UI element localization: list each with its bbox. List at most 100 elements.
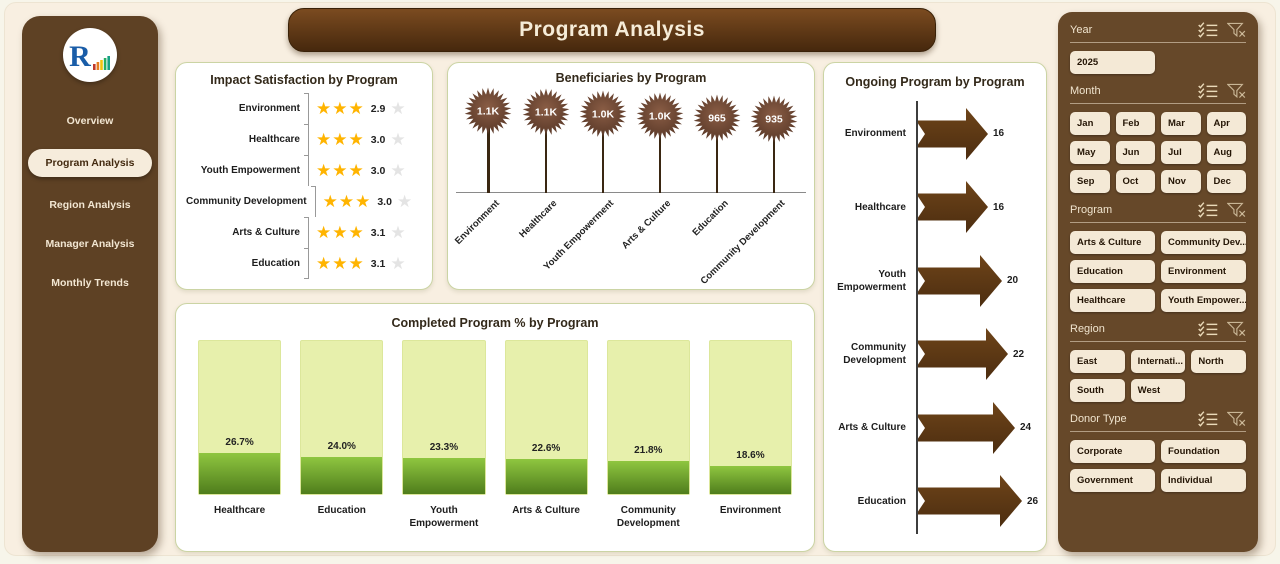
filter-option-south[interactable]: South [1070, 379, 1125, 402]
completed-bar-track[interactable]: 22.6% [504, 340, 588, 495]
rating-value: 3.1 [370, 257, 386, 270]
filter-option-2025[interactable]: 2025 [1070, 51, 1155, 74]
filter-option-youth-empower[interactable]: Youth Empower... [1161, 289, 1246, 312]
filter-option-jan[interactable]: Jan [1070, 112, 1110, 135]
completed-bar-fill[interactable] [199, 453, 281, 494]
filter-option-arts-culture[interactable]: Arts & Culture [1070, 231, 1155, 254]
impact-row: Education ★ ★ ★ 3.1 ★ [186, 248, 422, 279]
clear-filter-icon[interactable] [1227, 321, 1246, 337]
rating-value: 3.0 [370, 164, 386, 177]
beneficiaries-labels: Environment Healthcare Youth Empowerment Ar… [453, 193, 802, 287]
beneficiary-category-label: Education [690, 198, 731, 239]
filter-option-may[interactable]: May [1070, 141, 1110, 164]
ongoing-value-label: 16 [993, 128, 1005, 140]
impact-star-rating[interactable]: ★ ★ ★ 3.1 ★ [304, 248, 422, 279]
ongoing-arrow-bar[interactable] [916, 254, 1002, 307]
completed-bar-fill[interactable] [505, 459, 587, 494]
filter-option-community-dev[interactable]: Community Dev... [1161, 231, 1246, 254]
impact-star-rating[interactable]: ★ ★ ★ 3.1 ★ [304, 217, 422, 248]
completed-bar-track[interactable]: 21.8% [606, 340, 690, 495]
completed-bar-track[interactable]: 23.3% [402, 340, 486, 495]
impact-row: Community Development ★ ★ ★ 3.0 ★ [186, 186, 422, 217]
sidebar-item-region-analysis[interactable]: Region Analysis [49, 199, 131, 211]
ongoing-row: Environment 16 [832, 97, 1038, 171]
clear-filter-icon[interactable] [1227, 202, 1246, 218]
impact-star-rating[interactable]: ★ ★ ★ 3.0 ★ [310, 186, 422, 217]
ongoing-value-label: 16 [993, 201, 1005, 213]
completed-bar-fill[interactable] [403, 458, 485, 494]
ongoing-arrow-bar[interactable] [916, 107, 988, 160]
filter-option-east[interactable]: East [1070, 350, 1125, 373]
star-filled-icon: ★ [316, 223, 333, 242]
completed-bar-fill[interactable] [301, 457, 383, 494]
completed-column: 24.0% Education [300, 340, 384, 530]
completed-value-label: 23.3% [429, 442, 459, 454]
filter-option-apr[interactable]: Apr [1206, 112, 1246, 135]
ongoing-arrow-bar[interactable] [916, 181, 988, 234]
completed-bar-track[interactable]: 18.6% [708, 340, 793, 495]
star-filled-icon: ★ [316, 99, 333, 118]
ongoing-bar-zone: 26 [916, 475, 1038, 528]
sidebar-item-monthly-trends[interactable]: Monthly Trends [51, 277, 129, 289]
filter-option-sep[interactable]: Sep [1070, 170, 1110, 193]
sidebar-nav: Overview Program Analysis Region Analysis M… [28, 110, 152, 294]
beneficiary-burst-marker[interactable]: 1.0K [636, 92, 684, 140]
multi-select-icon[interactable] [1198, 411, 1218, 427]
star-filled-icon: ★ [332, 161, 349, 180]
beneficiary-burst-marker[interactable]: 1.1K [464, 87, 512, 135]
filter-option-internati[interactable]: Internati... [1130, 350, 1186, 373]
clear-filter-icon[interactable] [1227, 83, 1246, 99]
filter-option-environment[interactable]: Environment [1161, 260, 1246, 283]
impact-star-rating[interactable]: ★ ★ ★ 3.0 ★ [304, 155, 422, 186]
impact-category-label: Youth Empowerment [200, 165, 300, 176]
star-filled-icon: ★ [348, 161, 365, 180]
beneficiary-burst-marker[interactable]: 1.0K [579, 90, 627, 138]
filter-option-north[interactable]: North [1191, 350, 1246, 373]
multi-select-icon[interactable] [1198, 22, 1218, 38]
impact-row: Healthcare ★ ★ ★ 3.0 ★ [186, 124, 422, 155]
beneficiary-burst-marker[interactable]: 965 [693, 94, 741, 142]
filter-option-nov[interactable]: Nov [1161, 170, 1201, 193]
impact-star-rating[interactable]: ★ ★ ★ 2.9 ★ [304, 93, 422, 124]
filter-option-foundation[interactable]: Foundation [1161, 440, 1246, 463]
star-filled-icon: ★ [348, 223, 365, 242]
multi-select-icon[interactable] [1198, 202, 1218, 218]
sidebar-item-program-analysis[interactable]: Program Analysis [28, 149, 152, 177]
ongoing-value-label: 20 [1007, 275, 1019, 287]
star-empty-icon: ★ [390, 254, 407, 273]
multi-select-icon[interactable] [1198, 321, 1218, 337]
filter-option-mar[interactable]: Mar [1161, 112, 1201, 135]
completed-bar-fill[interactable] [607, 460, 689, 494]
filter-option-feb[interactable]: Feb [1115, 112, 1155, 135]
filter-option-government[interactable]: Government [1070, 469, 1155, 492]
clear-filter-icon[interactable] [1227, 411, 1246, 427]
sidebar-item-manager-analysis[interactable]: Manager Analysis [45, 238, 135, 250]
star-filled-icon: ★ [338, 192, 356, 211]
completed-bar-track[interactable]: 26.7% [198, 340, 282, 495]
filter-option-west[interactable]: West [1130, 379, 1186, 402]
filter-option-oct[interactable]: Oct [1115, 170, 1155, 193]
filter-option-corporate[interactable]: Corporate [1070, 440, 1155, 463]
ongoing-arrow-bar[interactable] [916, 401, 1015, 454]
star-empty-icon: ★ [396, 192, 414, 211]
filter-option-aug[interactable]: Aug [1206, 141, 1246, 164]
sidebar-item-overview[interactable]: Overview [66, 115, 114, 127]
filter-option-individual[interactable]: Individual [1161, 469, 1246, 492]
beneficiary-burst-marker[interactable]: 1.1K [522, 88, 570, 136]
ongoing-bar-zone: 16 [916, 107, 1038, 160]
filter-option-dec[interactable]: Dec [1206, 170, 1246, 193]
impact-row: Arts & Culture ★ ★ ★ 3.1 ★ [186, 217, 422, 248]
filter-section-title: Month [1070, 85, 1101, 97]
impact-star-rating[interactable]: ★ ★ ★ 3.0 ★ [304, 124, 422, 155]
ongoing-arrow-bar[interactable] [916, 475, 1022, 528]
completed-bar-fill[interactable] [709, 465, 792, 494]
clear-filter-icon[interactable] [1227, 22, 1246, 38]
multi-select-icon[interactable] [1198, 83, 1218, 99]
ongoing-arrow-bar[interactable] [916, 328, 1008, 381]
filter-option-jun[interactable]: Jun [1115, 141, 1155, 164]
filter-option-healthcare[interactable]: Healthcare [1070, 289, 1155, 312]
beneficiary-burst-marker[interactable]: 935 [750, 95, 798, 143]
completed-bar-track[interactable]: 24.0% [300, 340, 384, 495]
filter-option-jul[interactable]: Jul [1161, 141, 1201, 164]
filter-option-education[interactable]: Education [1070, 260, 1155, 283]
